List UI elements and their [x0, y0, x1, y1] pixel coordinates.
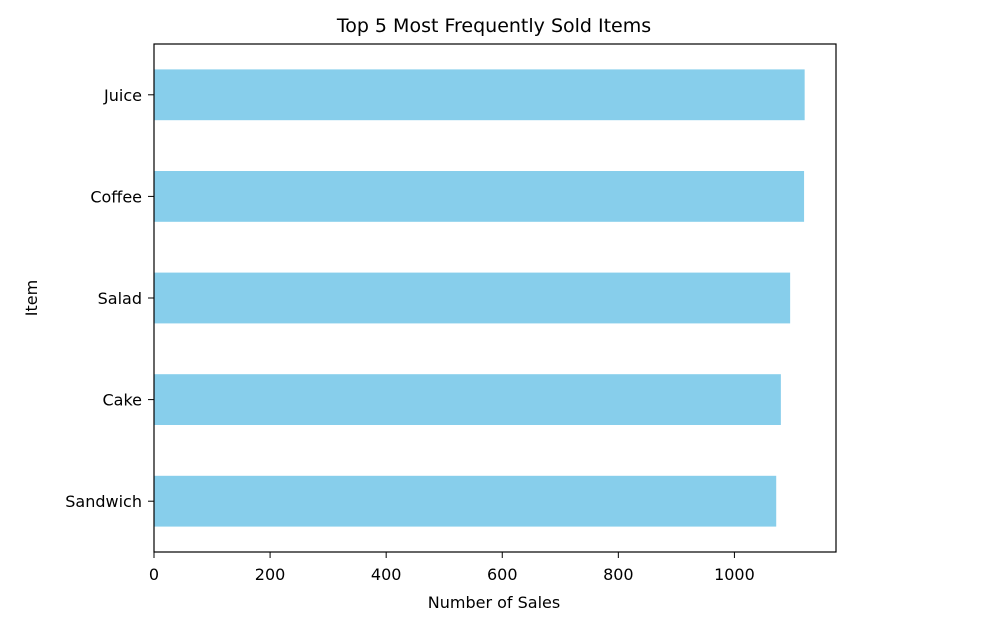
bar-coffee	[154, 171, 805, 222]
x-axis-ticks: 0 200 400 600 800 1000	[149, 552, 755, 584]
bar-sandwich	[154, 475, 777, 527]
x-tick-label: 200	[255, 565, 286, 584]
x-axis-label: Number of Sales	[428, 593, 560, 612]
y-tick-label: Coffee	[90, 187, 142, 206]
x-tick-label: 600	[487, 565, 518, 584]
bar-salad	[154, 272, 791, 324]
y-tick-label: Juice	[103, 86, 142, 105]
x-tick-label: 400	[371, 565, 402, 584]
chart-title: Top 5 Most Frequently Sold Items	[336, 15, 651, 37]
x-tick-label: 1000	[714, 565, 755, 584]
x-tick-label: 800	[603, 565, 634, 584]
y-axis-ticks: Sandwich Cake Salad Coffee Juice	[65, 86, 154, 511]
bar-cake	[154, 374, 781, 425]
bars-group	[154, 69, 805, 527]
y-tick-label: Sandwich	[65, 492, 142, 511]
bar-juice	[154, 69, 805, 121]
y-tick-label: Cake	[102, 391, 142, 410]
y-tick-label: Salad	[98, 289, 142, 308]
y-axis-label: Item	[22, 280, 41, 316]
x-tick-label: 0	[149, 565, 159, 584]
